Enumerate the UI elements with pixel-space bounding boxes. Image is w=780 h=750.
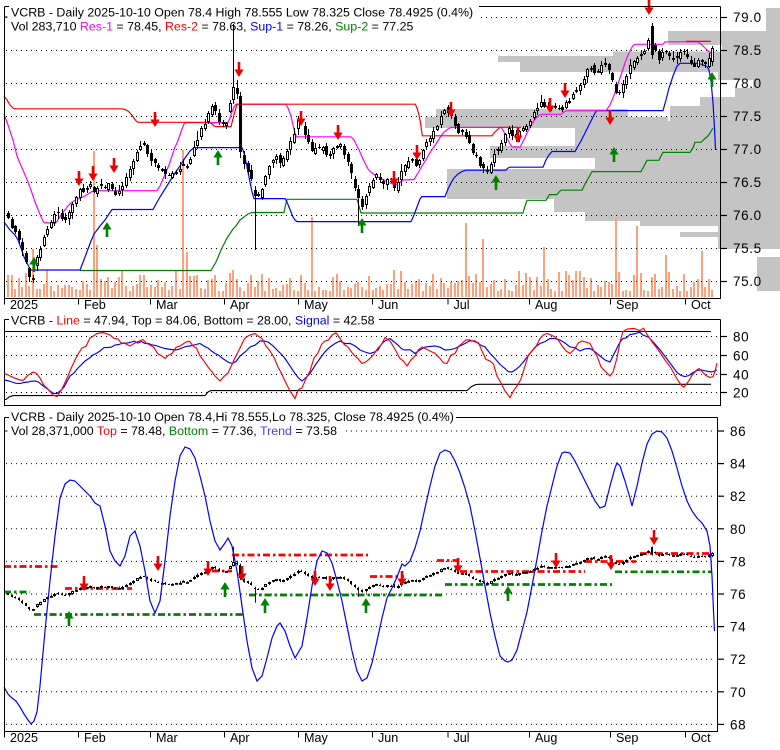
svg-text:VCRB - Daily 2025-10-10 Open: VCRB - Daily 2025-10-10 Open 78.4 High 7… <box>11 6 473 20</box>
svg-text:Aug: Aug <box>535 298 557 312</box>
svg-text:68: 68 <box>730 717 746 732</box>
svg-text:20: 20 <box>733 386 749 401</box>
svg-text:75.5: 75.5 <box>733 241 762 256</box>
svg-text:76.5: 76.5 <box>733 175 762 190</box>
svg-text:78.5: 78.5 <box>733 43 762 58</box>
svg-text:76: 76 <box>730 587 746 602</box>
svg-text:Jul: Jul <box>454 731 470 745</box>
svg-text:Apr: Apr <box>230 731 250 745</box>
svg-text:82: 82 <box>730 489 746 504</box>
svg-text:Apr: Apr <box>230 298 250 312</box>
svg-text:Vol 28,371,000 Top = 78.48, Bo: Vol 28,371,000 Top = 78.48, Bottom = 77.… <box>11 424 337 438</box>
svg-text:80: 80 <box>733 330 749 345</box>
svg-text:Sep: Sep <box>616 731 638 745</box>
svg-text:Mar: Mar <box>156 298 178 312</box>
svg-text:86: 86 <box>730 424 746 439</box>
svg-text:Oct: Oct <box>691 731 711 745</box>
svg-text:78.0: 78.0 <box>733 76 762 91</box>
svg-text:Jun: Jun <box>378 731 398 745</box>
svg-text:Feb: Feb <box>84 298 106 312</box>
svg-text:75.0: 75.0 <box>733 274 762 289</box>
svg-text:Oct: Oct <box>691 298 711 312</box>
svg-text:77.0: 77.0 <box>733 142 762 157</box>
svg-text:Feb: Feb <box>84 731 106 745</box>
svg-text:Aug: Aug <box>535 731 557 745</box>
svg-text:40: 40 <box>733 368 749 383</box>
svg-text:2025: 2025 <box>10 298 38 312</box>
svg-text:Jun: Jun <box>378 298 398 312</box>
svg-text:78: 78 <box>730 554 746 569</box>
svg-text:Jul: Jul <box>454 298 470 312</box>
svg-text:74: 74 <box>730 620 746 635</box>
svg-text:2025: 2025 <box>10 731 38 745</box>
svg-text:60: 60 <box>733 349 749 364</box>
svg-text:Vol 283,710 Res-1 = 78.45, Res: Vol 283,710 Res-1 = 78.45, Res-2 = 78.63… <box>11 20 413 34</box>
svg-text:Mar: Mar <box>156 731 178 745</box>
svg-text:76.0: 76.0 <box>733 208 762 223</box>
svg-text:79.0: 79.0 <box>733 10 762 25</box>
svg-text:May: May <box>304 731 328 745</box>
svg-text:Sep: Sep <box>616 298 638 312</box>
svg-text:May: May <box>304 298 328 312</box>
svg-text:80: 80 <box>730 522 746 537</box>
svg-text:77.5: 77.5 <box>733 109 762 124</box>
svg-text:VCRB - Daily 2025-10-10 Open 7: VCRB - Daily 2025-10-10 Open 78.4,Hi 78.… <box>11 410 454 424</box>
svg-text:70: 70 <box>730 685 746 700</box>
svg-text:72: 72 <box>730 652 746 667</box>
svg-text:VCRB - Line = 47.94, Top = 84.: VCRB - Line = 47.94, Top = 84.06, Bottom… <box>11 314 375 328</box>
svg-text:84: 84 <box>730 457 746 472</box>
